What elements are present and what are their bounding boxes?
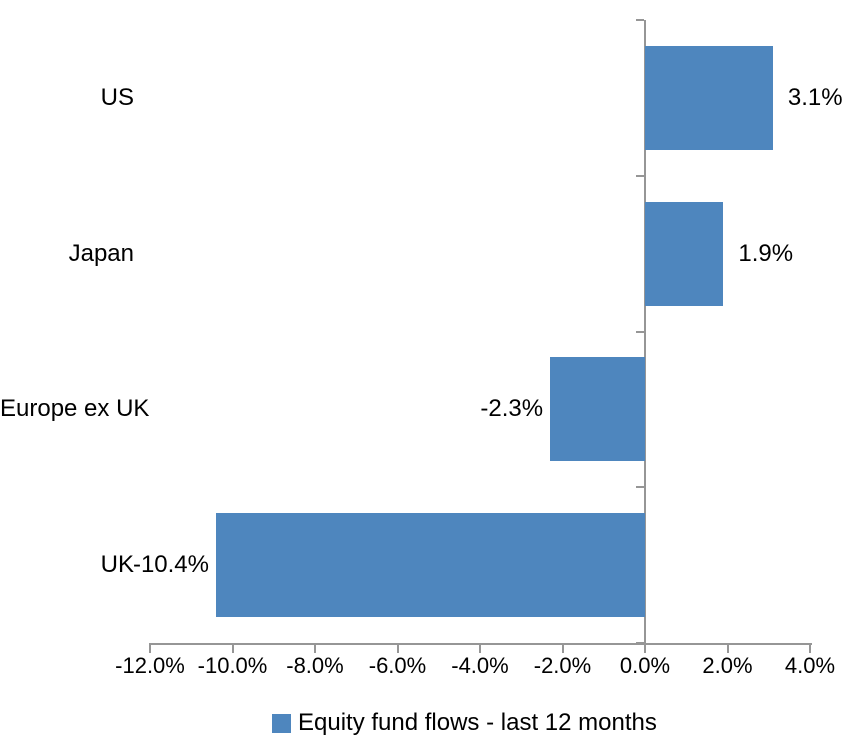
x-axis-tick-label: 0.0% <box>619 653 671 678</box>
bar-europe-ex-uk <box>550 357 645 462</box>
x-axis-tick-label: -2.0% <box>533 653 592 678</box>
x-axis-tick <box>644 643 646 653</box>
category-label-japan: Japan <box>68 239 134 267</box>
x-axis-tick-label: -4.0% <box>451 653 509 678</box>
data-label-us: 3.1% <box>787 83 843 111</box>
legend: Equity fund flows - last 12 months <box>272 709 657 737</box>
category-axis-tick <box>636 486 644 489</box>
x-axis-tick <box>396 643 399 653</box>
category-label-uk: UK <box>100 551 134 579</box>
category-axis-tick <box>636 642 644 644</box>
x-axis-tick <box>561 643 564 653</box>
data-label-europe-ex-uk: -2.3% <box>480 395 544 423</box>
x-axis-tick <box>479 643 481 653</box>
x-axis-tick-label: 2.0% <box>702 653 753 678</box>
zero-axis-line <box>644 20 646 645</box>
category-label-europe-ex-uk: Europe ex UK <box>0 395 150 423</box>
x-axis-tick <box>149 643 151 653</box>
bar-us <box>645 45 773 150</box>
x-axis-line <box>150 643 812 645</box>
category-axis-tick <box>636 174 644 177</box>
x-axis-tick-label: -10.0% <box>197 653 268 678</box>
category-label-us: US <box>100 83 134 111</box>
category-axis-tick <box>636 19 644 21</box>
data-label-uk: -10.4% <box>132 551 209 579</box>
legend-swatch-icon <box>272 713 291 733</box>
bar-uk <box>216 513 645 618</box>
category-axis-tick <box>636 330 644 333</box>
x-axis-tick-label: -6.0% <box>368 653 427 678</box>
x-axis-tick-label: -12.0% <box>115 653 185 678</box>
x-axis-tick <box>726 643 729 653</box>
x-axis-tick <box>314 643 316 653</box>
bar-japan <box>645 201 724 306</box>
data-label-japan: 1.9% <box>738 239 794 267</box>
x-axis-tick-label: 4.0% <box>784 653 836 678</box>
x-axis-tick <box>809 643 811 653</box>
x-axis-tick <box>231 643 234 653</box>
x-axis-tick-label: -8.0% <box>286 653 344 678</box>
legend-label: Equity fund flows - last 12 months <box>298 709 657 736</box>
